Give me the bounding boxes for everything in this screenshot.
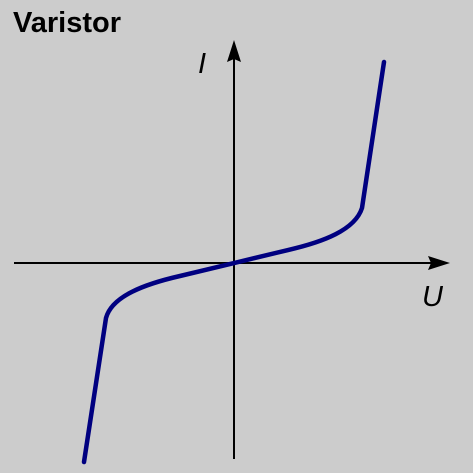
- i-axis-label: I: [198, 48, 206, 80]
- diagram-title: Varistor: [13, 7, 121, 39]
- i-axis-arrowhead: [227, 40, 241, 62]
- varistor-iv-curve: [81, 59, 387, 465]
- u-axis-label: U: [422, 281, 444, 313]
- u-axis-arrowhead: [428, 256, 450, 270]
